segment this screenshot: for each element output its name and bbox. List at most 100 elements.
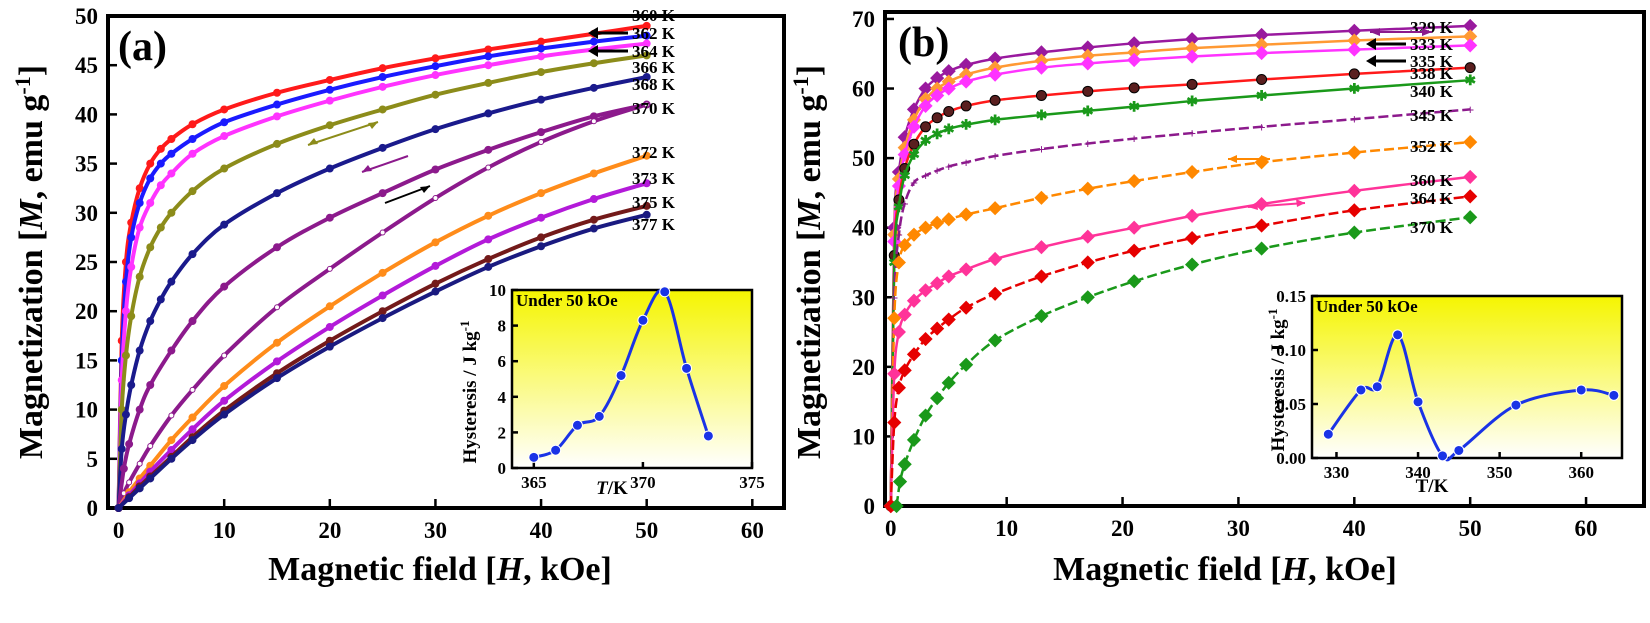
data-point <box>642 51 651 60</box>
data-point <box>127 262 136 271</box>
series-line <box>116 102 648 509</box>
data-point <box>1127 220 1142 235</box>
panel-b-ticks: 0 10 20 30 40 50 60 0 10 20 30 40 50 60 70 <box>852 7 1598 541</box>
data-point <box>146 381 155 389</box>
data-point: ✱ <box>908 149 920 164</box>
data-point <box>146 198 155 207</box>
panel-a-xlabel: Magnetic field [H, kOe] <box>268 551 612 588</box>
series-temp-label: 345 K <box>1410 106 1454 125</box>
data-point <box>167 149 176 158</box>
inset-y-tick-label: 8 <box>498 317 507 336</box>
data-point <box>188 317 197 326</box>
data-point <box>147 443 154 450</box>
data-point <box>378 268 387 277</box>
data-point <box>1347 183 1362 198</box>
data-point <box>167 346 176 355</box>
data-point <box>484 61 493 70</box>
data-point <box>431 238 440 247</box>
data-point <box>121 307 130 316</box>
data-point <box>188 436 197 445</box>
data-point <box>897 238 912 253</box>
y-tick-label: 30 <box>75 201 98 226</box>
y-tick-label: 35 <box>75 152 98 177</box>
data-point <box>1080 290 1095 305</box>
data-point <box>1254 196 1269 212</box>
data-point <box>642 31 651 40</box>
inset-x-tick-label: 350 <box>1487 463 1513 482</box>
data-point: ✱ <box>1082 105 1094 120</box>
data-point <box>538 138 545 145</box>
data-point <box>220 118 229 127</box>
x-tick-label: 0 <box>885 516 897 541</box>
x-tick-label: 10 <box>995 516 1018 541</box>
data-point <box>941 312 956 327</box>
data-point <box>1463 189 1478 204</box>
data-point <box>274 304 280 311</box>
data-point <box>431 54 440 63</box>
inset-point <box>659 286 671 298</box>
inset-curve <box>1327 333 1615 462</box>
data-point <box>146 159 155 168</box>
data-point <box>988 67 1003 82</box>
data-point <box>325 85 334 94</box>
series-line <box>116 102 648 509</box>
panel-a-inset-ticks: 365 370 375 0 2 4 6 8 10 <box>489 281 765 492</box>
panel-b-axes-frame <box>883 10 1646 508</box>
data-point <box>642 21 651 30</box>
data-point <box>1185 49 1200 64</box>
data-point <box>920 121 932 133</box>
data-point <box>156 159 165 168</box>
inset-y-tick-label: 0.10 <box>1276 341 1306 360</box>
data-point <box>167 277 176 286</box>
series-temp-label: 360 K <box>1410 171 1454 190</box>
x-tick-label: 50 <box>1459 516 1482 541</box>
data-point <box>431 165 440 174</box>
data-point <box>1080 56 1095 71</box>
data-point <box>930 321 945 336</box>
data-point <box>1127 243 1142 258</box>
inset-point <box>593 410 605 422</box>
data-point <box>325 121 334 130</box>
data-point: + <box>901 197 909 212</box>
panel-a-ylabel: Magnetization [M, emu g-1] <box>10 65 51 459</box>
inset-point <box>1608 389 1620 401</box>
series-temp-label: 377 K <box>632 215 676 234</box>
data-point <box>326 265 333 272</box>
data-point <box>273 189 281 198</box>
x-tick-label: 40 <box>530 518 553 543</box>
data-point <box>1127 45 1142 60</box>
inset-y-tick-label: 6 <box>498 352 507 371</box>
data-point <box>146 243 155 252</box>
data-point <box>1080 40 1095 55</box>
y-tick-label: 30 <box>852 285 875 310</box>
data-point <box>892 474 908 489</box>
data-point <box>891 255 906 270</box>
data-point <box>590 118 597 125</box>
data-point <box>1463 29 1478 44</box>
data-point <box>135 346 144 355</box>
panel-a-inset-title: Under 50 kOe <box>516 291 618 310</box>
data-point: ✱ <box>931 128 943 143</box>
data-point <box>906 347 922 362</box>
panel-a-inset-plot <box>528 286 714 463</box>
data-point <box>136 460 143 467</box>
panel-b-inset-ylabel: Hysteresis / J kg-1 <box>1265 309 1290 452</box>
data-point <box>125 494 134 503</box>
data-point <box>537 44 546 53</box>
data-point <box>273 139 281 148</box>
x-tick-label: 10 <box>213 518 236 543</box>
data-point <box>167 208 176 217</box>
data-point <box>379 229 386 236</box>
data-point <box>484 211 493 220</box>
data-point <box>273 338 281 347</box>
data-point <box>325 75 334 84</box>
y-tick-label: 0 <box>87 496 99 521</box>
inset-y-tick-label: 4 <box>498 388 507 407</box>
data-point <box>1127 274 1142 289</box>
x-tick-label: 40 <box>1343 516 1366 541</box>
y-tick-label: 5 <box>87 447 99 472</box>
data-point <box>1034 240 1049 255</box>
data-point <box>273 243 281 252</box>
